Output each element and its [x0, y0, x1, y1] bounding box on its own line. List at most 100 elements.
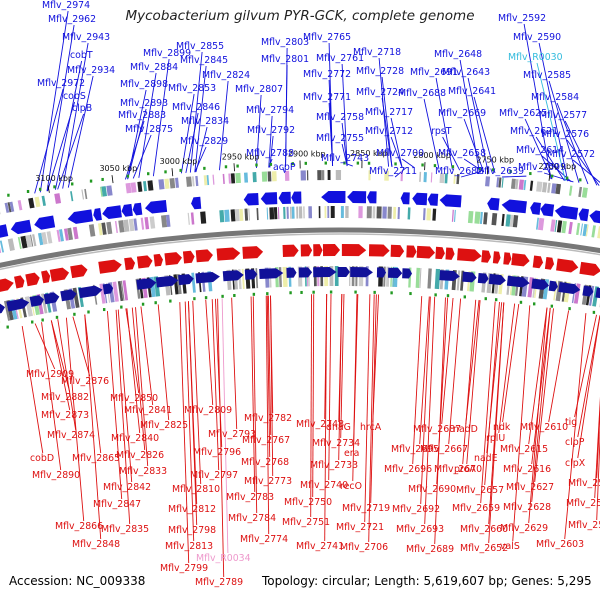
gene-arrow: [457, 248, 482, 262]
leader-line: [564, 313, 587, 540]
gene-label: rpsT: [431, 126, 452, 137]
gene-arrow: [260, 192, 278, 205]
leader-line: [65, 317, 85, 522]
feature-dot: [269, 162, 273, 166]
feature-block: [130, 182, 137, 193]
gene-label: Mflv_2717: [365, 107, 413, 118]
leader-line: [352, 294, 358, 482]
gene-label: rplU: [486, 433, 505, 444]
leader-line: [548, 310, 570, 423]
feature-block: [125, 182, 132, 194]
feature-block: [283, 206, 286, 219]
leader-line: [368, 294, 375, 543]
feature-block: [122, 280, 129, 301]
gene-arrow: [0, 224, 9, 238]
feature-block: [496, 177, 500, 188]
feature-dot: [73, 312, 76, 316]
feature-block: [505, 214, 511, 227]
feature-dot: [147, 172, 150, 176]
gene-arrow: [25, 272, 40, 287]
feature-block: [456, 173, 460, 185]
gene-arrow: [511, 253, 530, 267]
feature-block: [34, 196, 41, 208]
feature-dot: [494, 298, 498, 302]
feature-block: [277, 207, 280, 220]
feature-block: [340, 206, 344, 219]
feature-dot: [87, 310, 90, 314]
leader-line: [217, 298, 225, 578]
feature-block: [578, 186, 583, 198]
feature-block: [261, 171, 268, 182]
gene-arrow: [412, 192, 428, 206]
feature-block: [303, 206, 305, 219]
feature-dot: [550, 304, 554, 308]
leader-line: [126, 308, 141, 434]
gene-label: Mflv_2834: [181, 116, 229, 127]
feature-block: [41, 195, 46, 207]
feature-block: [296, 206, 299, 219]
feature-dot: [394, 162, 397, 166]
feature-block: [128, 218, 135, 232]
feature-block: [206, 175, 210, 186]
gene-label: Mflv_2853: [168, 83, 216, 94]
feature-dot: [266, 292, 269, 296]
gene-label: Mflv_2682: [435, 166, 483, 177]
feature-block: [376, 206, 382, 219]
gene-label: Mflv_2741: [296, 541, 344, 552]
feature-dot: [221, 294, 224, 298]
gene-label: Mflv_2616: [503, 464, 551, 475]
gene-arrow: [556, 258, 579, 273]
gene-label: Mflv_2687: [413, 424, 461, 435]
leader-line: [285, 64, 288, 167]
feature-dot: [354, 290, 357, 294]
gene-label: hrcA: [360, 422, 382, 433]
gene-arrow: [477, 272, 489, 284]
feature-dot: [71, 182, 74, 186]
leader-line: [84, 314, 102, 454]
gene-arrow: [153, 253, 163, 267]
leader-line: [442, 136, 461, 171]
feature-dot: [519, 300, 523, 304]
gene-label: Mflv_2801: [261, 54, 309, 65]
gene-label: Mflv_2810: [172, 484, 220, 495]
feature-dot: [390, 291, 393, 295]
feature-block: [244, 208, 249, 221]
feature-block: [485, 176, 491, 187]
feature-block: [17, 200, 23, 211]
gene-label: cobT: [70, 50, 93, 61]
gene-arrow: [216, 247, 241, 261]
feature-block: [243, 172, 249, 183]
gene-arrow: [14, 275, 25, 289]
gene-arrow: [98, 259, 122, 274]
gene-label: Mflv_2603: [536, 539, 584, 550]
feature-block: [491, 212, 498, 226]
gene-label: Mflv_2934: [67, 65, 115, 76]
gene-label: Mflv_2733: [310, 460, 358, 471]
leader-line: [72, 316, 91, 377]
feature-block: [510, 178, 516, 189]
leader-line: [270, 295, 274, 477]
gene-arrow: [132, 202, 143, 216]
gene-arrow: [368, 244, 390, 257]
leader-line: [502, 304, 520, 423]
feature-block: [321, 170, 325, 181]
gene-label: Mflv_2711: [369, 166, 417, 177]
gene-arrow: [0, 303, 6, 314]
leader-line: [512, 305, 531, 542]
gene-label: Mflv_2865: [72, 453, 120, 464]
gene-arrow: [10, 219, 32, 235]
feature-block: [318, 206, 321, 219]
gene-arrow: [243, 192, 259, 206]
leader-line: [205, 299, 214, 406]
leader-line: [67, 75, 94, 188]
map-title: Mycobacterium gilvum PYR-GCK, complete g…: [125, 8, 475, 24]
gene-label: Mflv_2788: [246, 148, 294, 159]
leader-line: [62, 42, 89, 189]
tick-label: 3050 kbp: [99, 164, 137, 173]
gene-label: Mflv_2798: [168, 525, 216, 536]
leader-line: [152, 58, 170, 177]
feature-block: [439, 172, 445, 184]
feature-dot: [7, 193, 10, 197]
feature-block: [444, 173, 448, 184]
leader-line: [135, 307, 149, 467]
